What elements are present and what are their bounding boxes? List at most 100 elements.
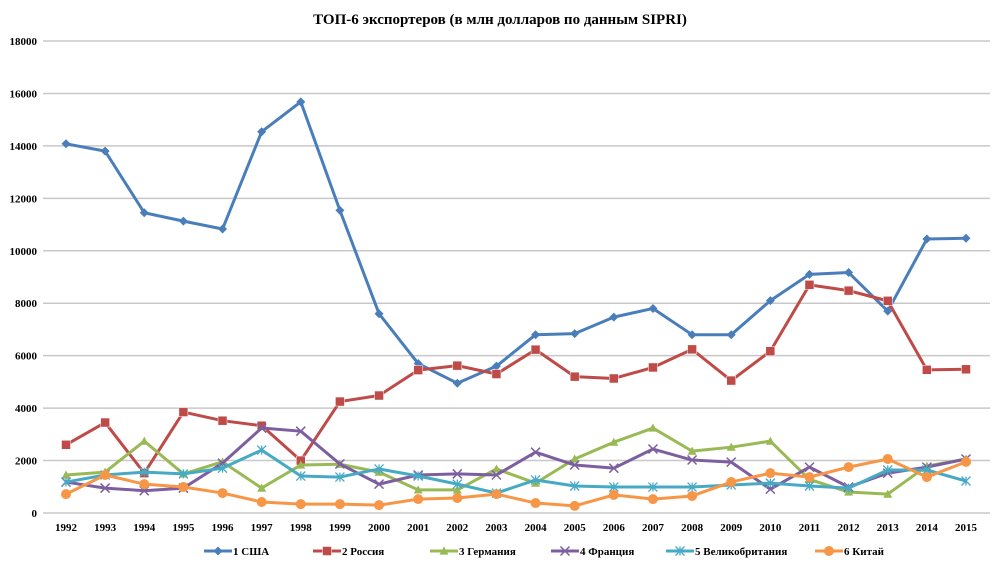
data-point [726, 330, 736, 340]
legend-marker [675, 546, 685, 556]
legend-label: 3 Германия [459, 546, 516, 558]
x-tick-label: 2002 [446, 522, 469, 534]
series-6 [61, 453, 971, 511]
y-tick-label: 6000 [15, 351, 38, 363]
data-point [648, 362, 658, 373]
data-point [530, 344, 541, 355]
data-point [726, 457, 737, 468]
x-tick-label: 2004 [525, 522, 548, 534]
legend-label: 4 Франция [580, 546, 634, 558]
data-point [726, 375, 736, 386]
data-point [178, 482, 189, 493]
data-point [139, 436, 149, 445]
data-point [452, 378, 462, 388]
data-point [608, 463, 619, 474]
data-point [374, 390, 384, 401]
data-point [139, 208, 149, 218]
series-group [60, 97, 972, 511]
data-point [256, 445, 267, 456]
data-point [530, 447, 541, 458]
data-point [570, 329, 580, 339]
x-tick-label: 2014 [916, 522, 939, 534]
data-point [334, 472, 345, 483]
y-tick-label: 16000 [10, 88, 38, 100]
x-tick-label: 2007 [642, 522, 665, 534]
data-point [530, 475, 541, 485]
data-point [295, 499, 306, 510]
data-point [452, 479, 463, 490]
x-tick-label: 2015 [955, 522, 978, 534]
x-axis: 1992 1993 1994 1995 1996 1997 1998 1999 2000 2001… [55, 522, 978, 534]
y-tick-label: 12000 [10, 193, 38, 205]
data-point [961, 364, 971, 375]
y-tick-label: 0 [32, 508, 38, 520]
data-point [452, 493, 463, 504]
data-point [687, 344, 697, 355]
data-point [374, 309, 384, 319]
data-point [217, 488, 228, 499]
data-point [335, 205, 345, 215]
x-tick-label: 2003 [485, 522, 508, 534]
x-tick-label: 1993 [94, 522, 117, 534]
x-tick-label: 2011 [799, 522, 820, 534]
data-point [765, 436, 775, 445]
legend-marker [824, 546, 834, 556]
legend-item: 1 США [204, 546, 269, 558]
data-point [765, 478, 776, 489]
data-point [843, 483, 854, 494]
legend-item: 3 Германия [430, 546, 516, 558]
x-tick-label: 2012 [838, 522, 861, 534]
data-point [687, 446, 697, 455]
data-point [921, 472, 932, 483]
data-point [609, 437, 619, 446]
data-point [687, 482, 698, 492]
data-point [491, 489, 502, 500]
x-tick-label: 2006 [603, 522, 626, 534]
data-point [61, 440, 71, 450]
x-tick-label: 1999 [329, 522, 352, 534]
data-point [295, 426, 306, 437]
data-point [334, 499, 345, 510]
legend-marker [322, 546, 332, 556]
data-point [843, 462, 854, 473]
data-point [139, 479, 150, 490]
data-point [804, 462, 815, 473]
data-point [256, 423, 267, 434]
data-point [609, 373, 619, 384]
data-point [413, 494, 424, 505]
y-tick-label: 10000 [10, 246, 38, 258]
data-point [687, 330, 697, 340]
data-point [217, 415, 228, 426]
data-point [961, 476, 971, 486]
data-point [726, 442, 736, 451]
gridlines [43, 40, 990, 514]
data-point [100, 483, 111, 494]
data-point [569, 481, 580, 491]
data-point [765, 296, 775, 306]
legend-label: 2 Россия [342, 546, 384, 558]
data-point [334, 458, 345, 469]
data-point [491, 464, 501, 473]
series-2 [61, 280, 971, 478]
data-point [452, 468, 463, 479]
data-point [295, 471, 306, 481]
data-point [765, 346, 776, 356]
x-tick-label: 1997 [251, 522, 274, 534]
data-point [922, 234, 932, 244]
data-point [726, 477, 737, 488]
data-point [374, 500, 385, 511]
data-point [335, 396, 345, 407]
data-point [257, 127, 267, 137]
data-point [296, 460, 306, 469]
data-point [570, 454, 580, 463]
data-point [569, 459, 580, 471]
data-point [374, 463, 385, 474]
data-point [256, 496, 267, 507]
data-point [804, 269, 814, 279]
data-point [961, 456, 971, 467]
series-line [65, 283, 967, 475]
y-tick-label: 2000 [15, 456, 38, 468]
x-tick-label: 2008 [681, 522, 704, 534]
y-tick-label: 8000 [15, 298, 38, 310]
y-tick-label: 4000 [15, 403, 38, 415]
